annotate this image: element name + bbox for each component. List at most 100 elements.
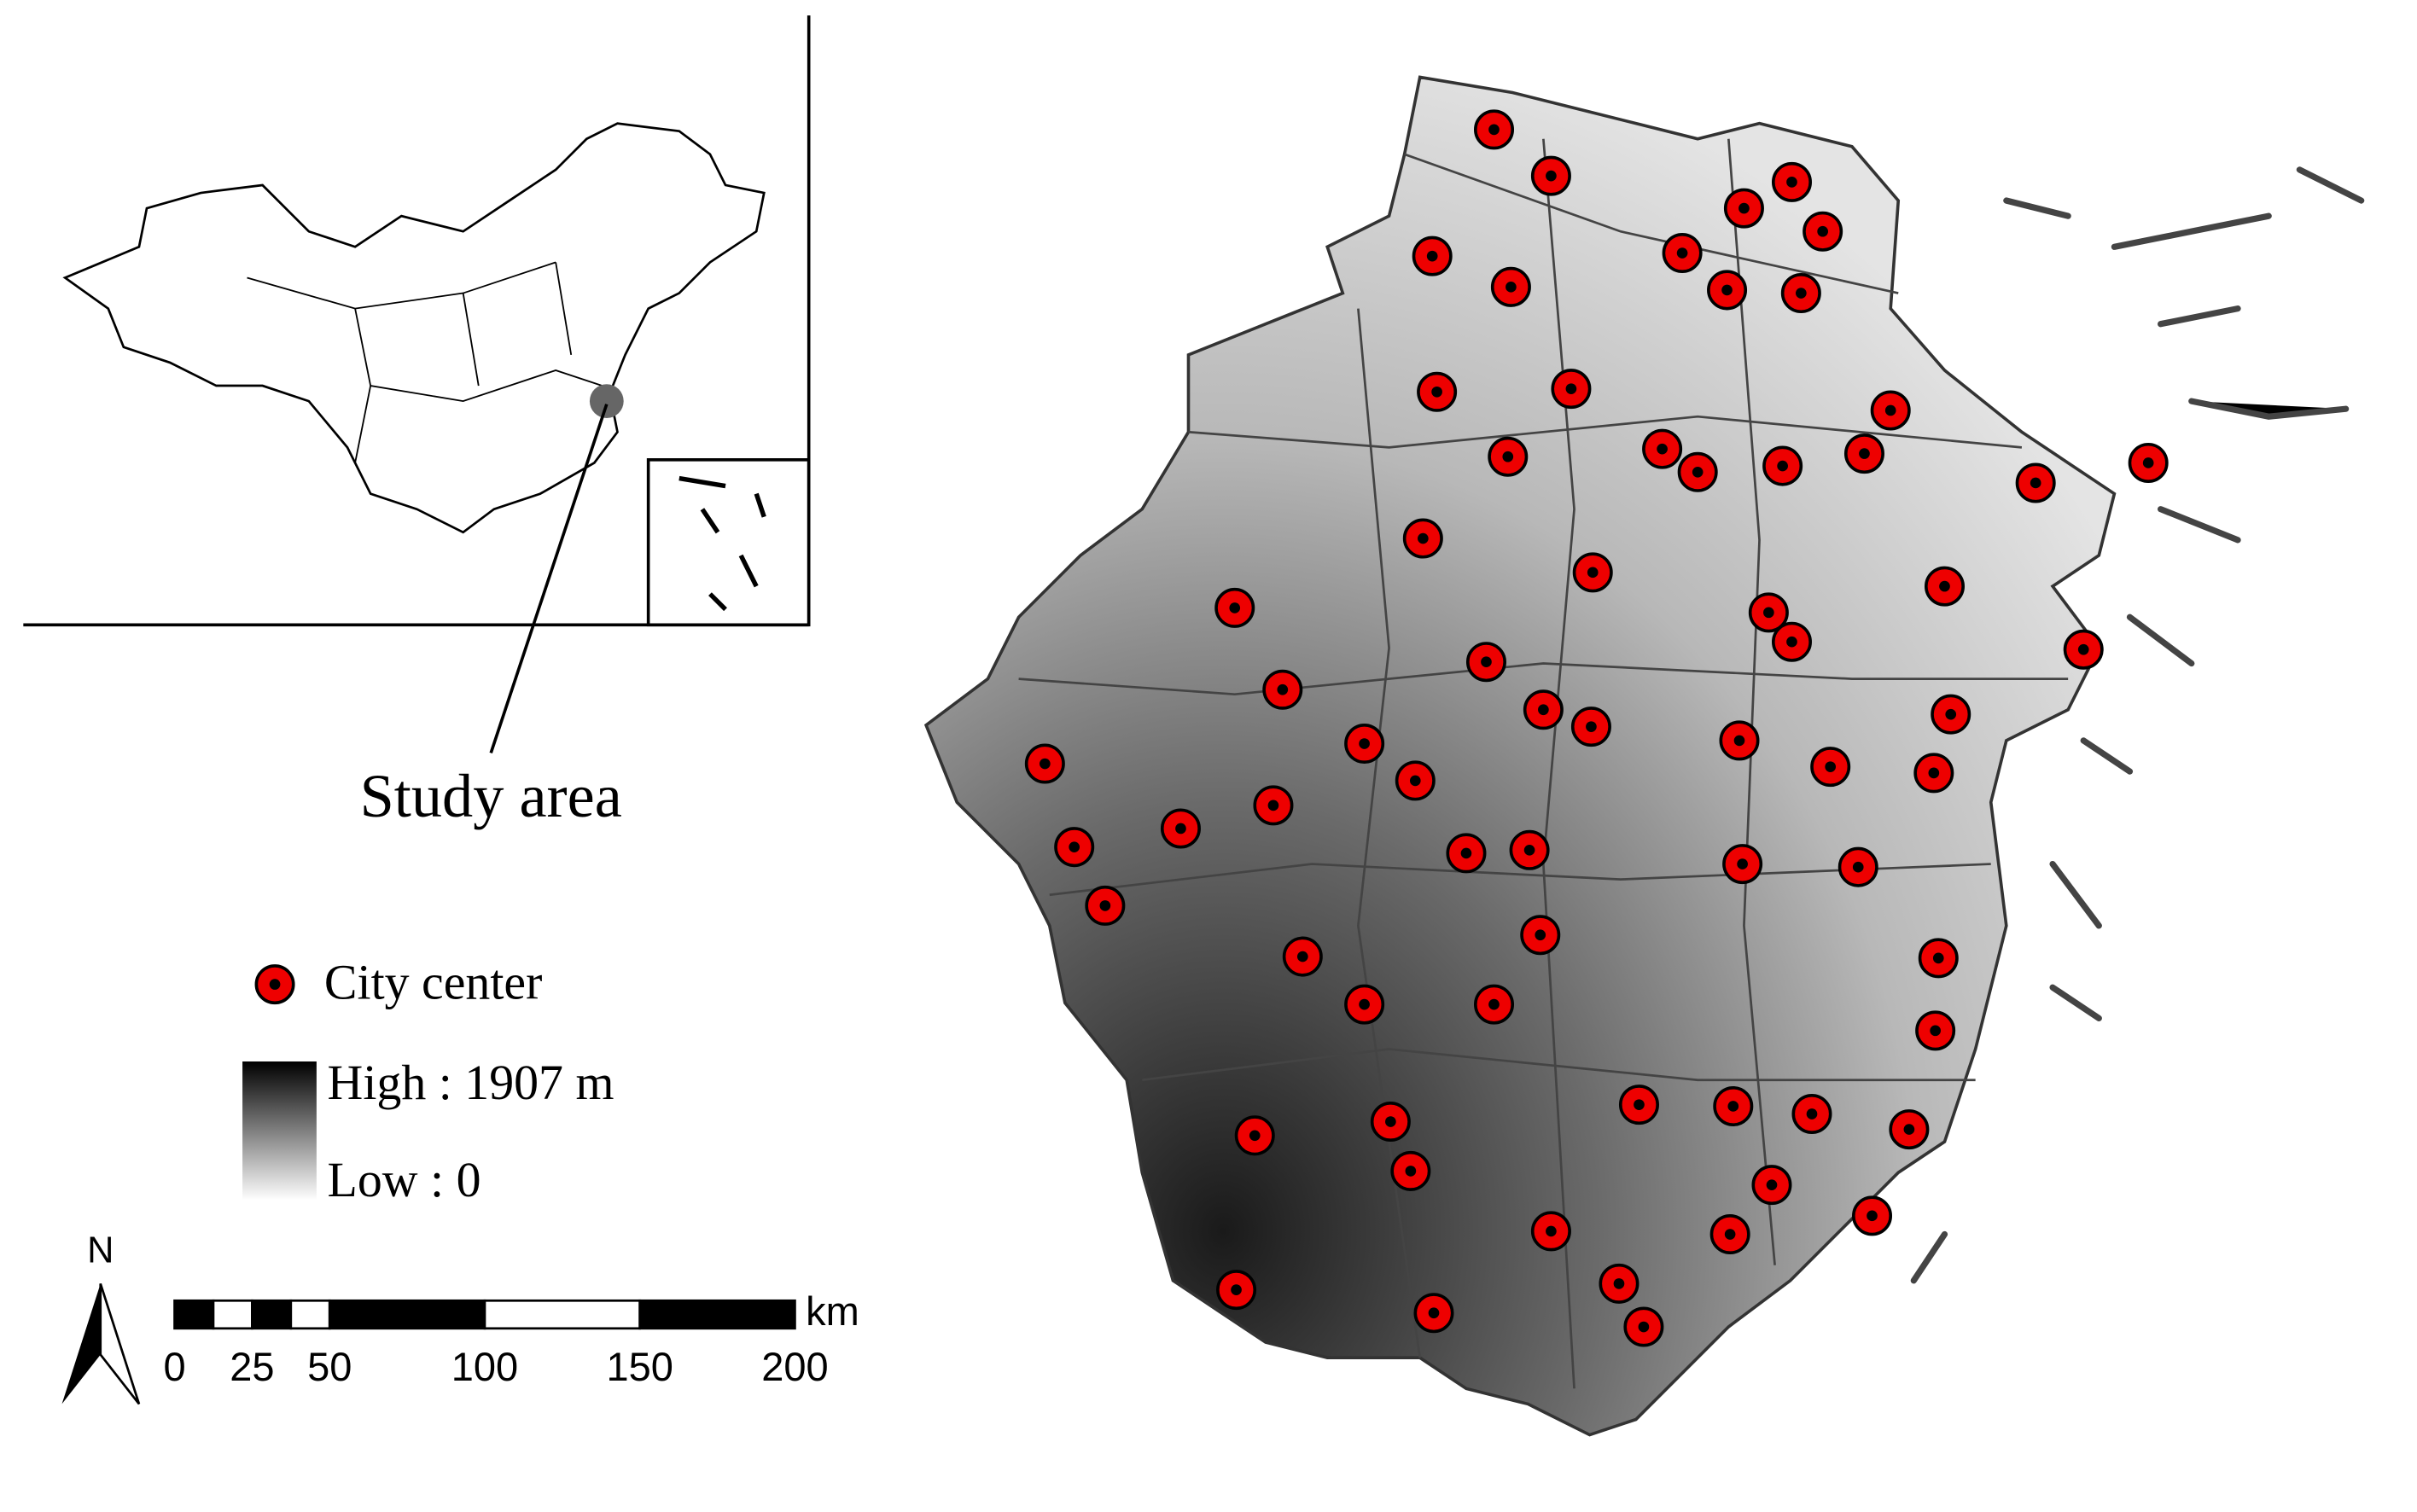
- city-center-dot: [1586, 721, 1597, 732]
- city-center-dot: [1733, 735, 1745, 747]
- legend-city-dot: [269, 979, 281, 990]
- city-center-dot: [1806, 1108, 1818, 1119]
- city-center-dot: [1538, 704, 1549, 716]
- city-center-dot: [1613, 1278, 1625, 1289]
- city-center-dot: [1724, 1229, 1736, 1240]
- scale-segment: [289, 1299, 331, 1330]
- city-center-dot: [1903, 1124, 1915, 1135]
- scale-segment: [173, 1299, 215, 1330]
- city-center-dot: [1867, 1210, 1878, 1222]
- study-area-marker: [589, 384, 624, 419]
- city-center-dot: [1692, 466, 1704, 478]
- city-center-dot: [1426, 250, 1438, 262]
- city-center-dot: [1657, 443, 1668, 455]
- scale-segment: [251, 1299, 293, 1330]
- inset-label: Study area: [360, 762, 622, 830]
- city-center-dot: [1676, 247, 1688, 259]
- city-center-dot: [1296, 951, 1308, 962]
- legend-city-label: City center: [324, 955, 542, 1010]
- legend-low-label: Low : 0: [328, 1152, 481, 1207]
- city-center-dot: [1859, 448, 1870, 459]
- city-center-dot: [1546, 170, 1557, 182]
- city-center-dot: [1040, 758, 1051, 770]
- city-center-dot: [1763, 607, 1774, 619]
- leader-line: [489, 404, 609, 753]
- city-center-dot: [1546, 1225, 1557, 1237]
- city-center-dot: [2030, 477, 2041, 489]
- scale-tick-label: 150: [606, 1344, 673, 1389]
- city-center-dot: [1409, 775, 1421, 787]
- city-center-dot: [1175, 823, 1186, 835]
- city-center-dot: [1884, 404, 1896, 416]
- city-center-dot: [1523, 844, 1535, 856]
- scale-segment: [328, 1299, 486, 1330]
- city-center-dot: [1932, 952, 1944, 964]
- city-center-dot: [1267, 800, 1279, 811]
- city-center-dot: [1460, 847, 1472, 859]
- city-center-dot: [1796, 288, 1807, 299]
- islands: [1910, 166, 2365, 1284]
- city-center-dot: [1825, 761, 1837, 772]
- city-center-dot: [1852, 861, 1864, 873]
- city-center-dot: [1277, 683, 1289, 695]
- islands: [679, 475, 766, 612]
- north-label: N: [87, 1230, 114, 1271]
- scale-segment: [212, 1299, 253, 1330]
- city-center-dot: [1359, 998, 1370, 1010]
- city-center-dot: [1488, 998, 1500, 1010]
- city-center-dot: [1777, 460, 1788, 472]
- north-arrow-right: [99, 1282, 141, 1405]
- legend-elevation-ramp: [242, 1061, 317, 1201]
- scale-segment: [638, 1299, 796, 1330]
- city-center-dot: [1721, 284, 1733, 296]
- city-center-dot: [1418, 532, 1429, 544]
- city-center-dot: [1359, 738, 1370, 749]
- city-centers: [1024, 109, 2169, 1347]
- city-center-dot: [1928, 767, 1940, 779]
- city-center-dot: [1069, 841, 1080, 853]
- city-center-dot: [1786, 177, 1797, 188]
- scale-bar: 0 25 50 100 150 200: [163, 1299, 829, 1389]
- city-center-dot: [1502, 451, 1514, 462]
- city-center-dot: [2142, 457, 2154, 468]
- city-center-dot: [1506, 281, 1517, 293]
- city-center-dot: [1737, 858, 1748, 869]
- city-center-dot: [1231, 1284, 1242, 1295]
- city-center-dot: [1817, 225, 1828, 237]
- city-center-dot: [1727, 1101, 1739, 1112]
- scale-tick-label: 200: [761, 1344, 828, 1389]
- city-center-dot: [1249, 1130, 1261, 1142]
- legend-high-label: High : 1907 m: [328, 1055, 614, 1110]
- city-center-dot: [1786, 636, 1797, 648]
- city-center-dot: [1229, 602, 1241, 614]
- city-center-dot: [1738, 202, 1750, 214]
- scale-segment: [483, 1299, 642, 1330]
- city-center-dot: [2077, 643, 2089, 655]
- city-center-dot: [1766, 1179, 1778, 1190]
- city-center-dot: [1099, 900, 1111, 911]
- city-center-dot: [1939, 580, 1950, 592]
- north-arrow-left: [61, 1283, 101, 1404]
- city-center-dot: [1488, 124, 1500, 136]
- scale-unit: km: [806, 1288, 859, 1334]
- city-center-dot: [1431, 386, 1442, 398]
- china-outline: [62, 122, 766, 534]
- city-center-dot: [1638, 1321, 1650, 1333]
- city-center-dot: [1428, 1307, 1440, 1319]
- city-center-dot: [1481, 656, 1492, 668]
- city-center-dot: [1535, 929, 1546, 941]
- city-center-dot: [1405, 1166, 1417, 1177]
- south-sea-box: [646, 458, 811, 627]
- city-center-dot: [1587, 567, 1599, 579]
- city-center-dot: [1634, 1099, 1645, 1110]
- city-center-dot: [1385, 1116, 1396, 1127]
- city-center-dot: [1945, 708, 1957, 720]
- province-borders: [247, 261, 603, 463]
- scale-tick-label: 50: [307, 1344, 352, 1389]
- city-center-dot: [1565, 383, 1577, 394]
- city-center-dot: [1930, 1025, 1941, 1037]
- scale-tick-label: 25: [230, 1344, 274, 1389]
- scale-tick-label: 0: [163, 1344, 185, 1389]
